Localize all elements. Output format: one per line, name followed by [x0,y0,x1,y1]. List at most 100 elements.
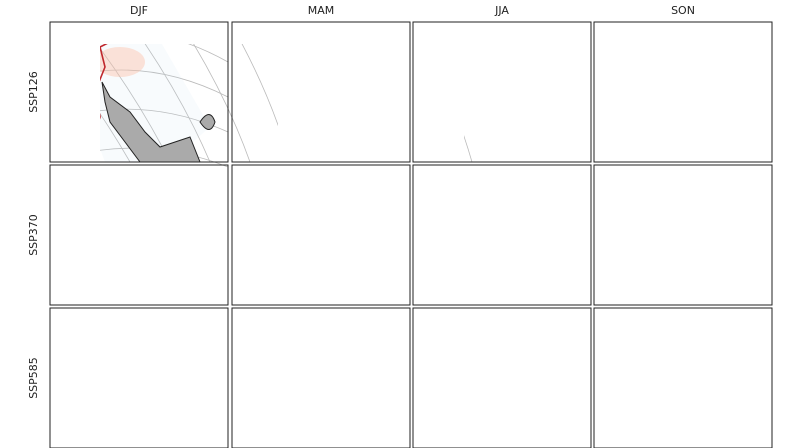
column-header: DJF [130,4,148,17]
peninsula [101,81,201,163]
graticule [574,308,674,448]
graticule [594,174,772,205]
map-panel [212,308,472,448]
panel-frame [412,21,592,163]
anomaly-field [270,175,392,305]
peninsula [465,368,563,448]
graticule [393,22,493,162]
panel-bg [232,165,410,305]
row-label: SSP370 [27,214,40,256]
row-label: SSP126 [27,71,40,113]
graticule [80,165,170,305]
graticule [130,308,210,448]
graticule [50,434,228,448]
graticule [413,174,591,205]
graticule [443,308,533,448]
ice-edge [92,165,125,305]
graticule [443,22,533,162]
anomaly-field [270,318,392,448]
graticule [362,165,432,305]
graticule [413,291,591,310]
panel-frame [49,307,229,448]
map-panel [30,165,290,310]
panel-bg [413,22,591,162]
graticule [100,112,131,163]
row-label: SSP585 [27,357,40,399]
graticule [412,165,472,305]
graticule [493,22,573,162]
peninsula [646,368,744,448]
panel-bg [50,165,228,305]
graticule [412,308,472,448]
graticule [724,308,794,448]
island [382,401,397,416]
graticule [180,308,250,448]
graticule [50,395,228,418]
graticule [232,317,410,348]
graticule [262,165,352,305]
graticule [193,44,251,163]
panel-bg [594,22,772,162]
peninsula [102,225,200,305]
panel-bg [232,22,410,162]
graticule [594,148,772,167]
graticule [50,174,228,205]
graticule [393,308,493,448]
panel-frame [412,307,592,448]
graticule [130,165,210,305]
anomaly-field [632,318,754,448]
map-panel [393,165,653,310]
graticule [594,252,772,275]
graticule [262,22,352,162]
island [382,258,397,273]
peninsula [284,225,382,305]
ice-edge [274,22,307,162]
graticule [724,22,794,162]
graticule [232,148,410,167]
island [563,401,578,416]
warm-patch [639,47,689,77]
graticule [594,395,772,418]
graticule [30,308,130,448]
panel-bg [100,44,228,162]
peninsula [646,82,744,162]
graticule [362,22,432,162]
graticule [50,213,228,240]
graticule [232,434,410,448]
graticule [624,165,714,305]
graticule [413,31,591,62]
graticule [312,22,392,162]
graticule [674,165,754,305]
graticule [674,22,754,162]
column-header: SON [671,4,695,17]
map-panel [574,22,800,167]
graticule [50,356,228,383]
peninsula [284,82,382,162]
anomaly-field [88,175,210,305]
island [744,401,759,416]
island [563,115,578,130]
column-header: MAM [308,4,335,17]
graticule [593,165,653,305]
panel-bg [413,165,591,305]
graticule [443,165,533,305]
graticule [144,44,211,163]
map-panel [393,22,653,167]
graticule [674,308,754,448]
graticule [180,165,250,305]
island [199,114,216,130]
island [200,401,215,416]
graticule [50,252,228,275]
island [744,258,759,273]
column-header: JJA [494,4,509,17]
graticule [774,22,800,162]
panel-frame [593,21,773,163]
panel-bg [232,308,410,448]
ice-edge [636,22,669,162]
graticule [241,44,278,127]
graticule [413,395,591,418]
panel-frame [593,164,773,306]
graticule [593,22,653,162]
graticule [212,165,312,305]
ice-edge [636,308,669,448]
